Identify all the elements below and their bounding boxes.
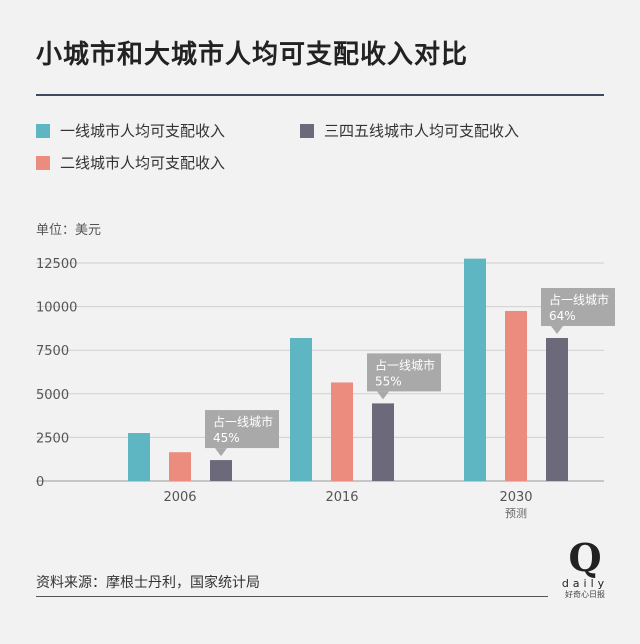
x-tick-label: 2006	[163, 490, 196, 505]
y-tick-label: 10000	[36, 301, 77, 316]
x-tick-sublabel: 预测	[505, 507, 527, 520]
callout-pointer	[551, 325, 563, 334]
bar	[128, 433, 150, 481]
callout-pointer	[377, 391, 389, 400]
callout-label: 占一线城市	[549, 292, 609, 307]
x-tick-label: 2016	[325, 490, 358, 505]
legend-swatch-tier3	[300, 123, 314, 138]
source-note: 资料来源：摩根士丹利，国家统计局	[36, 575, 260, 591]
callout-box	[205, 410, 279, 449]
chart-title: 小城市和大城市人均可支配收入对比	[36, 40, 469, 70]
bar	[372, 403, 394, 481]
bar	[210, 460, 232, 481]
legend-swatch-tier1	[36, 123, 50, 138]
callout-label: 占一线城市	[375, 357, 435, 372]
logo-q: Q	[568, 535, 602, 580]
y-tick-label: 2500	[36, 431, 69, 446]
legend-label-tier3: 三四五线城市人均可支配收入	[324, 122, 520, 140]
legend-item-tier3: 三四五线城市人均可支配收入	[300, 120, 519, 141]
legend-item-tier2: 二线城市人均可支配收入	[36, 152, 225, 173]
x-tick-label: 2030	[499, 490, 532, 505]
legend-label-tier2: 二线城市人均可支配收入	[60, 154, 226, 172]
bar	[505, 310, 527, 481]
callout-value: 45%	[213, 431, 240, 445]
title-divider	[36, 94, 604, 96]
bar	[546, 337, 568, 481]
callout-value: 64%	[549, 309, 576, 323]
callout-value: 55%	[375, 374, 402, 388]
y-tick-label: 0	[36, 475, 44, 490]
bar	[464, 258, 486, 481]
callout-label: 占一线城市	[213, 414, 273, 429]
bar	[290, 337, 312, 481]
callout-box	[541, 287, 615, 326]
legend-swatch-tier2	[36, 155, 50, 170]
callout-pointer	[215, 448, 227, 457]
y-tick-label: 7500	[36, 344, 69, 359]
unit-label: 单位：美元	[36, 223, 102, 238]
bar	[331, 382, 353, 481]
qdaily-logo: Q daily 好奇心日报	[560, 538, 610, 600]
legend-label-tier1: 一线城市人均可支配收入	[60, 122, 226, 140]
logo-subtitle: 好奇心日报	[565, 590, 605, 599]
callout-box	[367, 353, 441, 392]
source-divider	[36, 596, 548, 597]
legend-item-tier1: 一线城市人均可支配收入	[36, 120, 225, 141]
y-tick-label: 5000	[36, 388, 69, 403]
logo-daily: daily	[561, 577, 609, 590]
bar	[169, 452, 191, 481]
bar-chart: 0 2500 5000 7500 10000 12500 2006 2016 2030 预测 占一线…	[36, 257, 615, 520]
y-tick-label: 12500	[36, 257, 77, 272]
